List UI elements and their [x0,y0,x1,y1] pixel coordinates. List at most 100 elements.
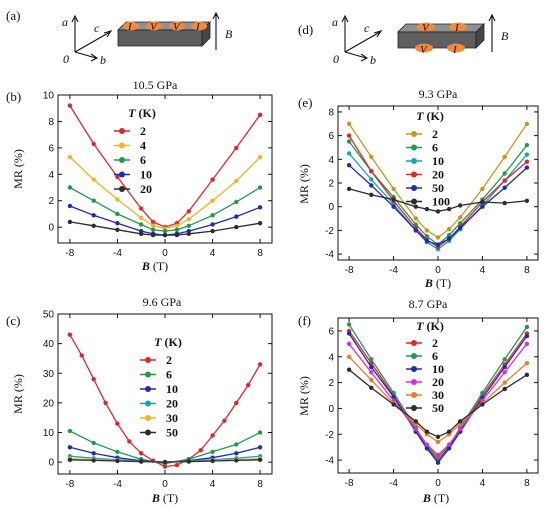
contact-label: V [173,21,181,33]
data-point-10 [91,451,96,456]
series-b [67,103,263,238]
data-point-100 [424,206,430,212]
data-point-50 [424,238,430,244]
data-point-6 [234,442,239,447]
data-point-100 [480,199,485,205]
legend-label: 6 [432,141,438,155]
data-point-6 [446,232,452,238]
legend-swatch-marker [411,185,417,191]
data-point-6 [257,430,263,435]
data-point-6 [502,357,507,362]
crystal-side-face [475,23,485,49]
x-axis-var-f: B [422,491,431,505]
contact-label: I [452,44,458,56]
legend-swatch-marker [145,415,151,421]
legend-swatch-marker [145,400,151,407]
x-tick-label: 0 [162,248,168,259]
data-point-20 [150,232,156,238]
y-axis-label-b: MR (%) [11,149,25,189]
data-point-2 [346,121,352,127]
data-point-100 [413,204,418,209]
data-point-6 [174,227,180,232]
data-point-20 [186,231,191,236]
data-point-6 [162,228,168,234]
data-point-2 [234,400,239,406]
x-tick-label: 8 [524,265,530,276]
legend-swatch-marker [411,144,417,151]
field-label-a: B [225,27,233,41]
axis-origin-label: 0 [63,52,69,66]
panel-label-a: (a) [6,8,20,23]
contact-label: I [454,22,460,34]
legend-swatch-marker [411,340,417,346]
legend-label: 20 [166,397,178,411]
data-point-6 [257,185,263,190]
crystal-bar-d [397,23,485,49]
data-point-2 [246,382,251,388]
data-point-6 [210,449,215,454]
legend-label: 100 [432,195,450,209]
crystal-axes-a [71,14,113,62]
legend-label: 6 [166,368,172,382]
y-tick-label: 0 [48,223,54,234]
data-point-20 [524,341,530,346]
x-axis-unit-c: (T) [163,491,178,505]
legend-title-f: T (K) [416,319,444,333]
data-point-2 [91,141,96,147]
panel-label-b: (b) [6,89,21,104]
contact-pad [415,43,433,53]
series-e [346,121,530,252]
data-point-50 [480,204,485,209]
legend-swatch-marker [119,171,125,178]
legend-label: 6 [432,349,438,363]
y-tick-label: 10 [43,91,55,102]
data-point-6 [115,211,120,217]
contact-pad [447,43,465,53]
y-tick-label: -4 [325,456,334,467]
data-point-50 [435,242,441,247]
x-axis-var-e: B [424,276,433,290]
y-tick-label: 8 [48,117,54,128]
legend-swatch-marker [119,128,125,134]
y-tick-label: 4 [48,170,54,181]
contact-label: I [195,21,201,33]
data-point-4 [115,197,120,202]
legend-label: 20 [432,168,444,182]
data-point-6 [346,139,352,144]
x-axis-label-f: B (T) [422,491,449,505]
y-tick-label: 30 [43,369,55,380]
data-point-50 [346,367,352,372]
y-tick-label: 2 [328,179,334,190]
data-point-10 [67,445,73,450]
y-tick-label: 10 [43,428,55,439]
data-point-10 [91,213,96,218]
data-point-2 [257,362,263,367]
data-point-20 [346,341,352,346]
data-point-6 [91,440,96,446]
data-point-30 [524,361,530,366]
y-axis-label-e: MR (%) [297,164,311,204]
y-axis-label-c: MR (%) [11,374,25,414]
chart-e: (e) 9.3 GPa MR (%) B (T) -8 -4 0 4 8 -4 -2 0 2 4 6… [297,87,539,290]
data-point-10 [524,152,530,157]
legend-title-unit-f: (K) [427,319,444,333]
data-point-100 [458,203,463,208]
legend-title-unit-e: (K) [427,109,444,123]
schematic-d: (d) a c b 0 V I V I [298,13,509,67]
chart-title-f: 8.7 GPa [409,297,448,311]
data-point-10 [210,222,215,227]
axis-label-b: b [370,53,376,67]
legend-title-b: T (K) [128,106,156,120]
data-point-50 [391,402,396,407]
data-point-10 [346,331,352,336]
data-point-2 [67,103,73,108]
data-point-20 [369,169,374,174]
contacts-d: V I V I [415,22,467,56]
y-tick-label: -2 [325,226,334,237]
x-tick-label: -8 [345,265,354,276]
data-point-20 [139,231,144,236]
